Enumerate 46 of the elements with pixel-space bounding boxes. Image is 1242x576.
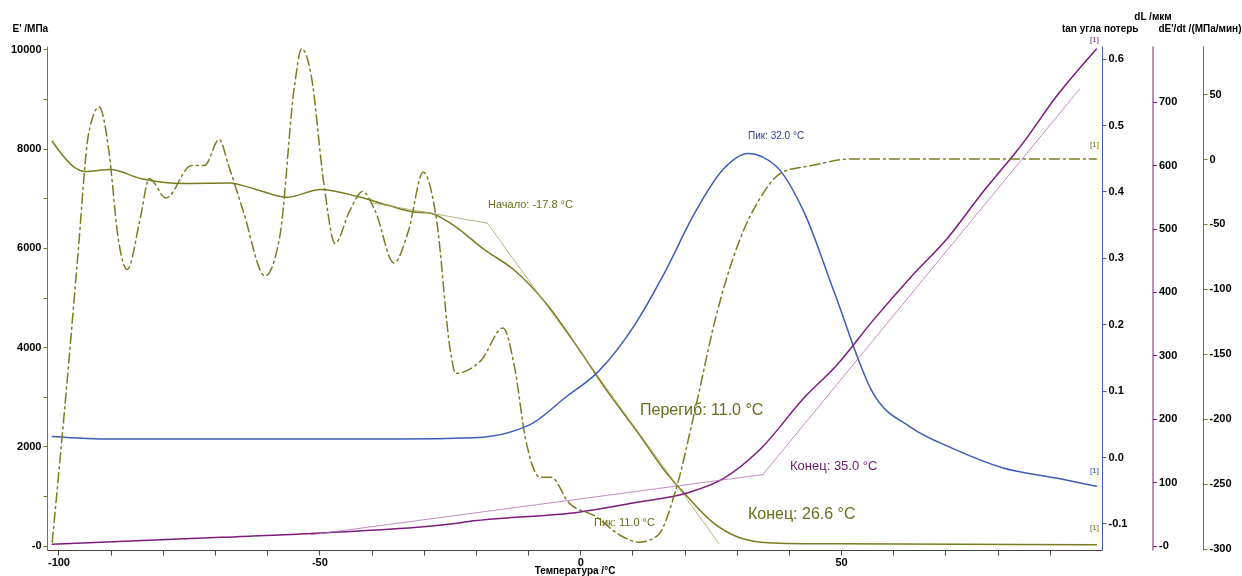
y-tick-label: -100 (1209, 282, 1232, 295)
y3-tick-label: 200 (1159, 412, 1178, 425)
y2-tick-label: 0.1 (1108, 384, 1124, 397)
text: [1] (1090, 35, 1099, 44)
x-tick-label: 50 (835, 555, 848, 568)
y2-tick-label: 0.3 (1108, 251, 1124, 264)
y3-axis-title: dL /мкм (1134, 10, 1172, 22)
y-tick-label: 6000 (17, 241, 42, 254)
y-tick-label: -200 (1209, 412, 1232, 425)
annotation: Пик: 32.0 °C (748, 130, 805, 141)
y2-tick-label: 0.6 (1108, 52, 1124, 65)
y-tick-label: -300 (1209, 542, 1232, 555)
y-tick-label: -50 (1209, 217, 1226, 230)
y2-tick-label: 0.0 (1108, 450, 1124, 463)
y3-tick-label: -0 (1159, 539, 1169, 552)
y-axis-title: E' /МПа (12, 22, 49, 34)
y3-tick-label: 500 (1159, 222, 1178, 235)
annotation: Конец: 35.0 °C (790, 458, 878, 473)
y2-tick-label: 0.4 (1108, 184, 1125, 197)
annotation: [1] (1090, 466, 1099, 475)
y-axis-title: dE'/dt /(МПа/мин) (1158, 22, 1242, 34)
y-tick-label: 50 (1209, 87, 1222, 100)
y3-tick-label: 700 (1159, 95, 1178, 108)
y-tick-label: 8000 (17, 142, 42, 155)
y-tick-label: -250 (1209, 477, 1232, 490)
annotation: [1] (1090, 523, 1099, 532)
y3-tick-label: 100 (1159, 475, 1178, 488)
y3-tick-label: 400 (1159, 285, 1178, 298)
annotation: Начало: -17.8 °C (488, 198, 573, 210)
x-tick-label: -100 (47, 555, 70, 568)
annotation: [1] (1090, 140, 1099, 149)
annotation: Конец: 26.6 °C (748, 505, 856, 522)
annotation: Перегиб: 11.0 °C (640, 401, 764, 418)
y3-tick-label: 300 (1159, 348, 1178, 361)
y-tick-label: -150 (1209, 347, 1232, 360)
y3-tick-label: 600 (1159, 158, 1178, 171)
y-tick-label: 10000 (10, 42, 42, 55)
y-tick-label: 2000 (17, 439, 42, 452)
y2-tick-label: 0.5 (1108, 118, 1124, 131)
y2-tick-label: -0.1 (1108, 516, 1128, 529)
y-tick-label: -0 (31, 539, 42, 552)
y-tick-label: 0 (1209, 152, 1216, 165)
y2-axis-title: tan угла потерь (1061, 22, 1139, 34)
y2-tick-label: 0.2 (1108, 317, 1124, 330)
x-tick-label: -50 (311, 555, 328, 568)
y-tick-label: 4000 (17, 340, 42, 353)
